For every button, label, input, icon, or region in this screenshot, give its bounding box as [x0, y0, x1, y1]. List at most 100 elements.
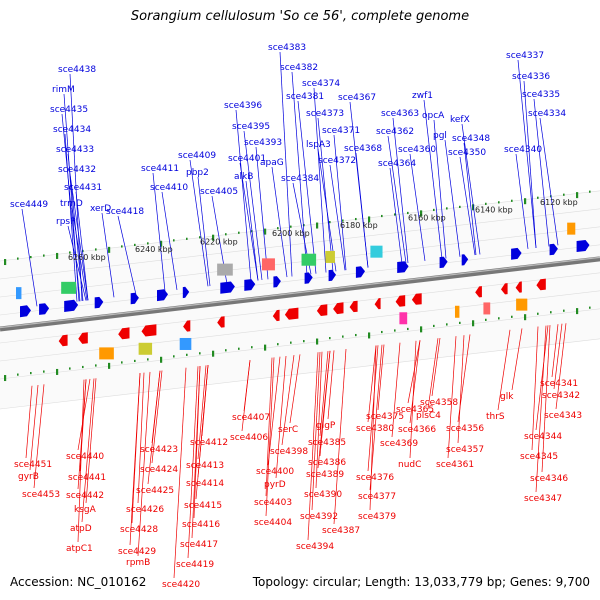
scale-tick: [17, 373, 19, 376]
gene-label-top: sce4335: [522, 90, 560, 100]
scale-tick: [342, 219, 344, 222]
gene-label-bottom: sce4413: [186, 461, 224, 471]
label-leader-line: [333, 134, 347, 271]
footer-accession: Accession: NC_010162: [10, 575, 147, 589]
track-edge: [0, 308, 600, 380]
label-leader-line: [71, 207, 88, 301]
gene-label-bottom: sce4394: [296, 542, 334, 552]
gene-label-bottom: sce4407: [232, 413, 270, 423]
gene-label-bottom: serC: [278, 425, 298, 435]
gene-label-top: sce4337: [506, 51, 544, 61]
label-leader-line: [289, 354, 301, 424]
track-edge: [0, 208, 600, 280]
feature-block: [138, 342, 153, 355]
scale-label: 6180 kbp: [340, 221, 378, 230]
scale-tick: [134, 359, 136, 363]
label-leader-line: [137, 371, 151, 557]
feature-block: [567, 222, 576, 235]
label-leader-line: [369, 344, 383, 491]
gene-label-bottom: sce4403: [254, 498, 292, 508]
gene-label-top: sce4384: [281, 174, 319, 184]
forward-gene-arrow: [576, 240, 590, 252]
gene-label-top: sce4348: [452, 134, 490, 144]
label-leader-line: [461, 123, 481, 255]
label-leader-line: [275, 355, 287, 479]
gene-label-bottom: gyrB: [18, 472, 39, 482]
scale-label: 6220 kbp: [200, 238, 238, 247]
label-leader-line: [265, 357, 275, 517]
scale-tick: [511, 315, 513, 318]
gene-label-top: sce4382: [280, 63, 318, 73]
reverse-gene-arrow: [475, 286, 482, 298]
label-leader-line: [313, 87, 327, 273]
gene-label-top: sce4434: [53, 125, 91, 135]
gene-label-top: sce4393: [244, 138, 282, 148]
label-leader-line: [377, 344, 385, 411]
scale-tick: [316, 222, 319, 229]
scale-tick: [69, 251, 71, 254]
gene-label-top: sce4395: [232, 122, 270, 132]
gene-label-top: opcA: [422, 111, 445, 121]
forward-gene-arrow: [94, 296, 104, 309]
label-leader-line: [333, 348, 347, 525]
label-leader-line: [245, 180, 259, 281]
label-leader-line: [197, 176, 211, 287]
scale-tick: [225, 349, 227, 352]
label-leader-line: [271, 166, 288, 278]
gene-label-bottom: sce4428: [120, 525, 158, 535]
reverse-gene-arrow: [78, 332, 88, 344]
gene-label-top: sce4396: [224, 101, 262, 111]
reverse-gene-arrow: [118, 327, 130, 340]
gene-label-bottom: sce4369: [380, 439, 418, 449]
scale-label: 6260 kbp: [68, 253, 106, 262]
reverse-gene-arrow: [515, 281, 522, 293]
scale-tick: [264, 344, 267, 351]
gene-label-bottom: atpD: [70, 524, 92, 534]
label-leader-line: [329, 164, 346, 271]
label-leader-line: [389, 167, 403, 264]
reverse-gene-arrow: [316, 304, 328, 316]
label-leader-line: [147, 370, 161, 485]
label-leader-line: [409, 153, 426, 261]
scale-tick: [303, 340, 305, 343]
label-leader-line: [523, 80, 537, 248]
label-leader-line: [33, 384, 45, 489]
track-edge: [0, 272, 600, 344]
scale-tick: [446, 207, 448, 210]
scale-tick: [576, 192, 579, 199]
scale-tick: [589, 306, 591, 309]
gene-label-top: sce4350: [448, 148, 486, 158]
gene-label-bottom: sce4380: [356, 424, 394, 434]
scale-tick: [368, 216, 371, 223]
gene-label-bottom: sce4424: [140, 465, 178, 475]
reverse-gene-arrow: [349, 300, 358, 313]
label-leader-line: [457, 335, 465, 444]
label-leader-line: [327, 350, 335, 420]
gene-label-bottom: sce4425: [136, 486, 174, 496]
gene-label-top: sce4411: [141, 164, 179, 174]
gene-label-top: apaG: [260, 158, 284, 168]
label-leader-line: [427, 338, 439, 410]
feature-block: [179, 337, 192, 350]
gene-label-top: rpsP: [56, 217, 76, 227]
gene-label-top: lspA3: [306, 140, 331, 150]
gene-label-top: sce4372: [318, 156, 356, 166]
gene-label-bottom: sce4387: [322, 526, 360, 536]
label-leader-line: [433, 119, 447, 259]
footer-topology: Topology: circular; Length: 13,033,779 b…: [252, 575, 590, 589]
label-leader-line: [409, 340, 421, 424]
scale-tick: [17, 257, 19, 260]
label-leader-line: [152, 172, 166, 292]
gene-label-top: sce4410: [150, 183, 188, 193]
scale-tick: [134, 243, 136, 247]
gene-label-top: sce4405: [200, 187, 238, 197]
reverse-gene-arrow: [141, 324, 157, 337]
label-leader-line: [187, 366, 199, 559]
label-leader-line: [195, 365, 209, 500]
track-edge: [0, 226, 600, 298]
label-leader-line: [297, 100, 317, 274]
gene-label-top: sce4373: [306, 109, 344, 119]
gene-label-bottom: sce4375: [366, 412, 404, 422]
gene-label-bottom: sce4365: [396, 405, 434, 415]
